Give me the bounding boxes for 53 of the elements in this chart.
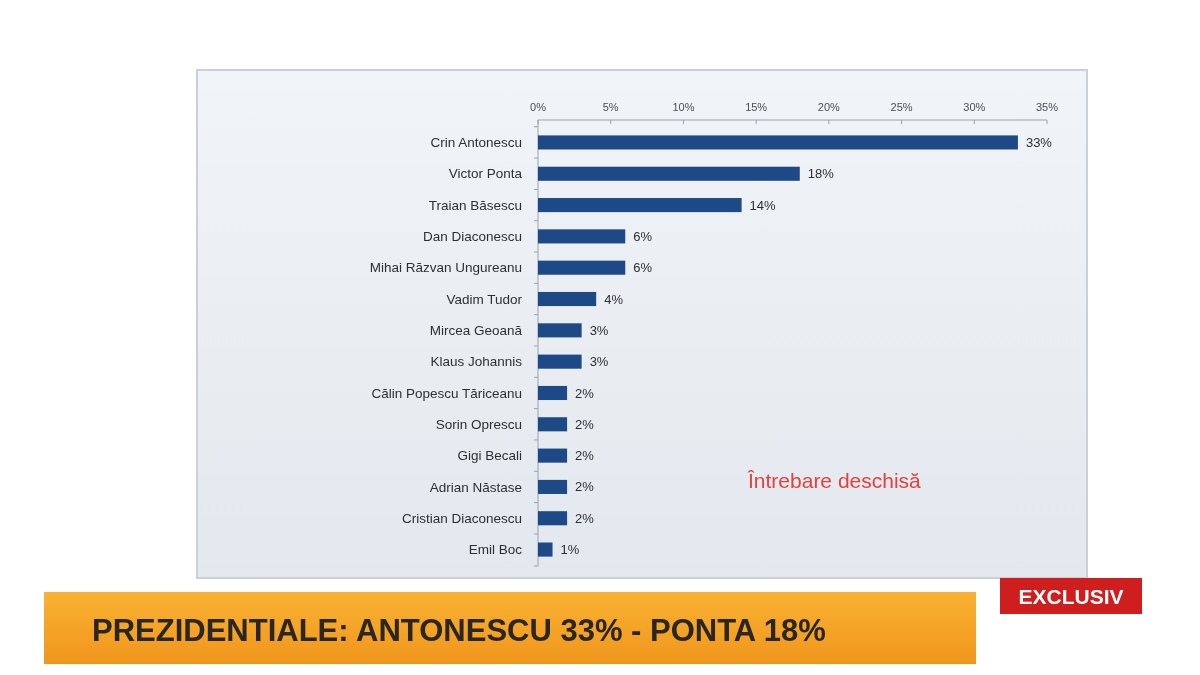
bar xyxy=(538,479,568,494)
bar xyxy=(538,135,1018,150)
data-label: 1% xyxy=(560,542,580,558)
bar xyxy=(538,323,582,338)
data-label: 2% xyxy=(575,479,595,495)
bar xyxy=(538,354,582,369)
y-tick-label: Mircea Geoană xyxy=(429,323,523,339)
data-label: 18% xyxy=(807,166,835,182)
data-label: 3% xyxy=(589,322,609,338)
text: PREZIDENTIALE: ANTONESCU 33% - PONTA 18% xyxy=(92,613,826,648)
bar xyxy=(538,260,626,275)
x-tick-label: 0% xyxy=(530,101,547,113)
data-label: 14% xyxy=(749,197,777,213)
y-tick-label: Traian Băsescu xyxy=(428,197,522,213)
y-tick-label: Cristian Diaconescu xyxy=(401,510,522,526)
data-label: 2% xyxy=(575,448,595,464)
bar xyxy=(538,166,800,181)
bar xyxy=(538,448,568,463)
x-tick-label: 10% xyxy=(672,101,695,113)
annotation: Întrebare deschisă xyxy=(747,469,922,492)
y-tick-label: Vadim Tudor xyxy=(446,291,523,307)
data-label: 6% xyxy=(633,260,653,276)
y-tick-label: Emil Boc xyxy=(468,542,523,558)
y-tick-label: Călin Popescu Tăriceanu xyxy=(371,385,522,401)
bar xyxy=(538,198,742,213)
data-label: 2% xyxy=(575,385,595,401)
bar xyxy=(538,511,568,526)
bar xyxy=(538,229,626,244)
bar xyxy=(538,417,568,432)
y-tick-label: Gigi Becali xyxy=(457,448,522,464)
x-tick-label: 15% xyxy=(745,101,768,113)
data-label: 2% xyxy=(575,416,595,432)
x-tick-label: 35% xyxy=(1035,101,1059,113)
y-tick-label: Adrian Năstase xyxy=(429,479,522,495)
bar xyxy=(538,385,568,401)
bar xyxy=(538,291,597,307)
x-tick-label: 25% xyxy=(890,101,913,113)
data-label: 6% xyxy=(633,228,653,244)
data-label: 3% xyxy=(589,354,609,370)
x-tick-label: 30% xyxy=(963,101,986,113)
y-tick-label: Mihai Răzvan Ungureanu xyxy=(369,260,522,276)
y-tick-label: Victor Ponta xyxy=(448,166,523,182)
bar xyxy=(538,542,553,557)
y-tick-label: Crin Antonescu xyxy=(430,135,522,151)
y-tick-label: Dan Diaconescu xyxy=(422,229,522,245)
text: EXCLUSIV xyxy=(1018,585,1124,608)
x-tick-label: 5% xyxy=(602,101,619,113)
data-label: 4% xyxy=(604,291,624,307)
x-tick-label: 20% xyxy=(817,101,841,113)
data-label: 2% xyxy=(575,510,595,526)
data-label: 33% xyxy=(1025,134,1053,150)
y-tick-label: Sorin Oprescu xyxy=(435,417,522,433)
y-tick-label: Klaus Johannis xyxy=(430,354,523,370)
